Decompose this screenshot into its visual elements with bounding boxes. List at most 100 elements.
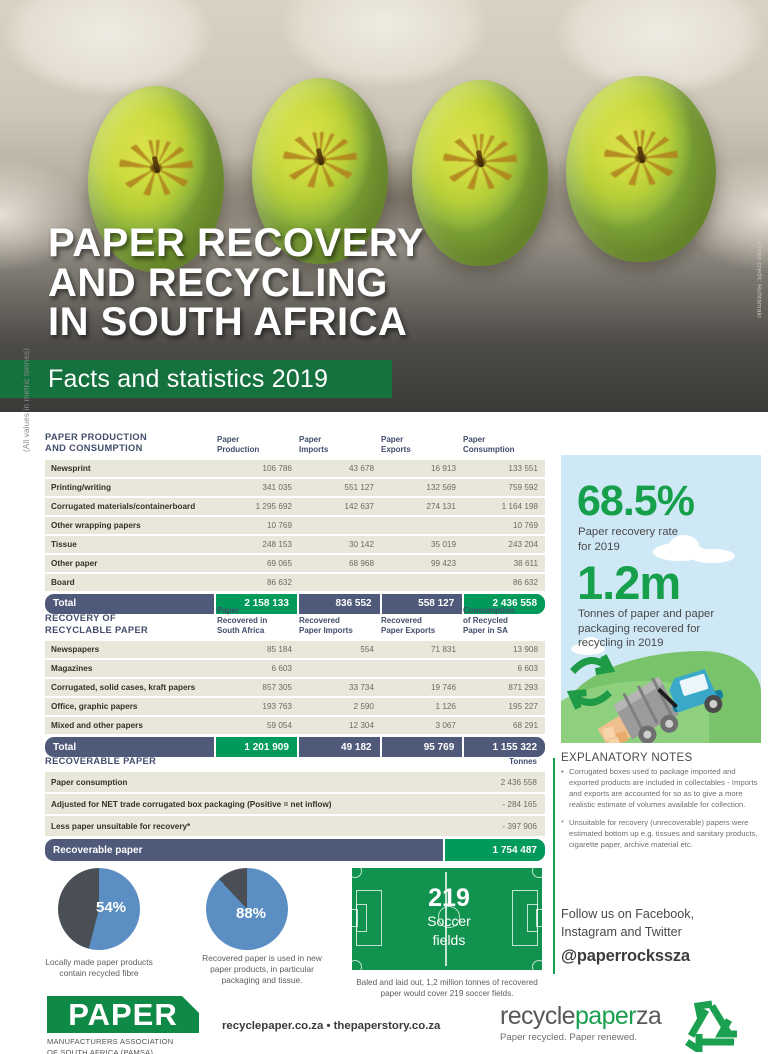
page-fold-icon xyxy=(182,996,199,1013)
table-row: Office, graphic papers 193 763 2 590 1 126 1… xyxy=(45,698,545,717)
table-cell: 12 304 xyxy=(348,721,374,730)
soccer-field-caption: Baled and laid out, 1,2 million tonnes o… xyxy=(356,978,538,998)
table-title-line-2: AND CONSUMPTION xyxy=(45,443,143,454)
total-label: Total xyxy=(53,598,77,610)
table-row: Newsprint 106 786 43 678 16 913 133 551 xyxy=(45,459,545,479)
table-row: Corrugated, solid cases, kraft papers 857… xyxy=(45,679,545,698)
row-label: Other paper xyxy=(51,558,98,568)
table-title-line-2: RECYCLABLE PAPER xyxy=(45,624,149,635)
total-value: 558 127 xyxy=(381,593,463,614)
goal-left xyxy=(349,909,358,927)
table-body: Newspapers 85 184 554 71 831 13 908 Magazines… xyxy=(45,641,545,736)
recyclepaperza-wordmark: recyclepaperza xyxy=(500,1002,745,1031)
table-row: Paper consumption 2 436 558 xyxy=(45,772,545,795)
wordmark-part-recycle: recycle xyxy=(500,1002,576,1030)
table-row: Other wrapping papers 10 769 10 769 xyxy=(45,516,545,536)
website-urls[interactable]: recyclepaper.co.za • thepaperstory.co.za xyxy=(222,1020,441,1032)
notes-heading: EXPLANATORY NOTES xyxy=(561,752,693,764)
total-value: 95 769 xyxy=(381,737,463,757)
wordmark-part-za: za xyxy=(635,1002,662,1030)
table-cell: 248 153 xyxy=(262,539,292,549)
goal-right xyxy=(536,909,545,927)
table-row: Other paper 69 065 68 968 99 423 38 611 xyxy=(45,554,545,574)
pamsa-logo[interactable]: PAPER MANUFACTURERS ASSOCIATION OF SOUTH… xyxy=(47,996,199,1054)
table-cell: - 397 906 xyxy=(502,821,537,831)
title-line-3: IN SOUTH AFRICA xyxy=(48,300,408,345)
subtitle-text: Facts and statistics 2019 xyxy=(48,364,329,393)
social-follow-block: Follow us on Facebook, Instagram and Twi… xyxy=(561,905,767,966)
table-cell: 86 632 xyxy=(512,577,538,587)
hero-section: Photo credit: Huhtamaki PAPER RECOVERY A… xyxy=(0,0,768,412)
total-value: 1 754 487 xyxy=(445,839,545,862)
table-cell: 243 204 xyxy=(508,539,538,549)
table-row: Newspapers 85 184 554 71 831 13 908 xyxy=(45,641,545,660)
table-cell: 85 184 xyxy=(266,645,292,654)
table-row: Less paper unsuitable for recovery* - 397… xyxy=(45,816,545,839)
cloud-icon xyxy=(581,637,601,652)
social-handle[interactable]: @paperrockssza xyxy=(561,946,690,965)
cell-separator xyxy=(214,593,217,614)
note-text: Unsuitable for recovery (unrecoverable) … xyxy=(569,817,758,849)
table-row: Board 86 632 86 632 xyxy=(45,573,545,593)
table-row: Corrugated materials/containerboard 1 295… xyxy=(45,497,545,517)
table-title-line-1: RECOVERY OF xyxy=(45,613,117,624)
row-label: Paper consumption xyxy=(51,777,128,787)
row-label: Newspapers xyxy=(51,645,100,654)
row-label: Less paper unsuitable for recovery* xyxy=(51,821,191,831)
table-cell: 759 592 xyxy=(508,482,538,492)
column-header-tonnes: Tonnes xyxy=(509,757,537,767)
total-value: 49 182 xyxy=(298,737,380,757)
table-cell: 13 908 xyxy=(512,645,538,654)
tonnes-recovered-label: Tonnes of paper and paper packaging reco… xyxy=(578,608,715,650)
table-row: Printing/writing 341 035 551 127 132 569 759… xyxy=(45,478,545,498)
column-header-paper-imports: Paper Imports xyxy=(299,434,329,454)
recyclepaperza-logo[interactable]: recyclepaperza Paper recycled. Paper ren… xyxy=(500,1000,745,1052)
table-cell: 193 763 xyxy=(262,702,292,711)
soccer-field-graphic: 219 Soccer fields xyxy=(348,864,546,974)
table-cell: 19 746 xyxy=(430,683,456,692)
pie-chart-recovered-paper-use xyxy=(206,868,288,950)
cloud-icon xyxy=(689,549,735,563)
column-header-paper-consumption: Paper Consumption xyxy=(463,434,515,454)
pie-value-label: 88% xyxy=(236,905,267,922)
recycling-symbol-icon xyxy=(685,1000,737,1052)
apple-photo xyxy=(88,86,224,272)
table-cell: 68 291 xyxy=(512,721,538,730)
total-value: 1 201 909 xyxy=(216,737,297,757)
table-cell: 38 611 xyxy=(513,558,538,568)
table-cell: 2 436 558 xyxy=(500,777,537,787)
row-label: Other wrapping papers xyxy=(51,520,141,530)
row-label: Board xyxy=(51,577,75,587)
row-label: Newsprint xyxy=(51,463,91,473)
units-note: (All values in metric tonnes) xyxy=(22,347,31,452)
table-cell: 59 054 xyxy=(266,721,292,730)
title-line-1: PAPER RECOVERY xyxy=(48,221,424,265)
table-cell: 69 065 xyxy=(266,558,292,568)
cell-separator xyxy=(462,593,465,614)
note-item: • Corrugated boxes used to package impor… xyxy=(561,767,765,811)
goal-box-left xyxy=(356,904,367,932)
table-body: Paper consumption 2 436 558 Adjusted for N… xyxy=(45,772,545,839)
table-cell: 1 126 xyxy=(435,702,457,711)
cell-separator xyxy=(379,737,382,757)
table-total-row: Recoverable paper 1 754 487 xyxy=(45,839,545,862)
follow-line-2: Instagram and Twitter xyxy=(561,925,682,940)
row-label: Corrugated, solid cases, kraft papers xyxy=(51,683,196,692)
total-value: 1 155 322 xyxy=(464,737,545,757)
column-header-consumption-recycled-sa: Consumption of Recycled Paper in SA xyxy=(463,606,515,635)
recycling-truck-icon xyxy=(566,654,724,743)
total-label: Recoverable paper xyxy=(53,844,143,856)
pie-caption: Locally made paper products contain recy… xyxy=(45,957,153,979)
recovery-rate-value: 68.5% xyxy=(577,477,695,525)
pamsa-wordmark: PAPER xyxy=(68,996,178,1032)
pie-chart-recycled-fibre xyxy=(58,868,140,950)
soccer-field-count: 219 Soccer fields xyxy=(427,884,471,948)
row-label: Magazines xyxy=(51,664,93,673)
table-cell: 2 590 xyxy=(353,702,375,711)
note-text: Corrugated boxes used to package importe… xyxy=(569,767,758,809)
cell-separator xyxy=(443,839,445,862)
table-title: RECOVERY OF RECYCLABLE PAPER xyxy=(45,613,217,636)
apple-photo xyxy=(252,78,388,264)
table-row: Adjusted for NET trade corrugated box pa… xyxy=(45,794,545,817)
